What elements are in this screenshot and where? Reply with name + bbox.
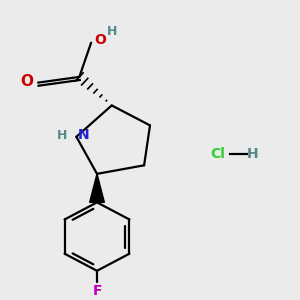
Text: H: H — [56, 129, 67, 142]
Polygon shape — [90, 174, 104, 203]
Text: O: O — [94, 33, 106, 47]
Text: N: N — [78, 128, 90, 142]
Text: H: H — [247, 147, 259, 161]
Text: F: F — [92, 284, 102, 298]
Text: O: O — [20, 74, 33, 89]
Text: H: H — [106, 25, 117, 38]
Text: Cl: Cl — [210, 147, 225, 161]
